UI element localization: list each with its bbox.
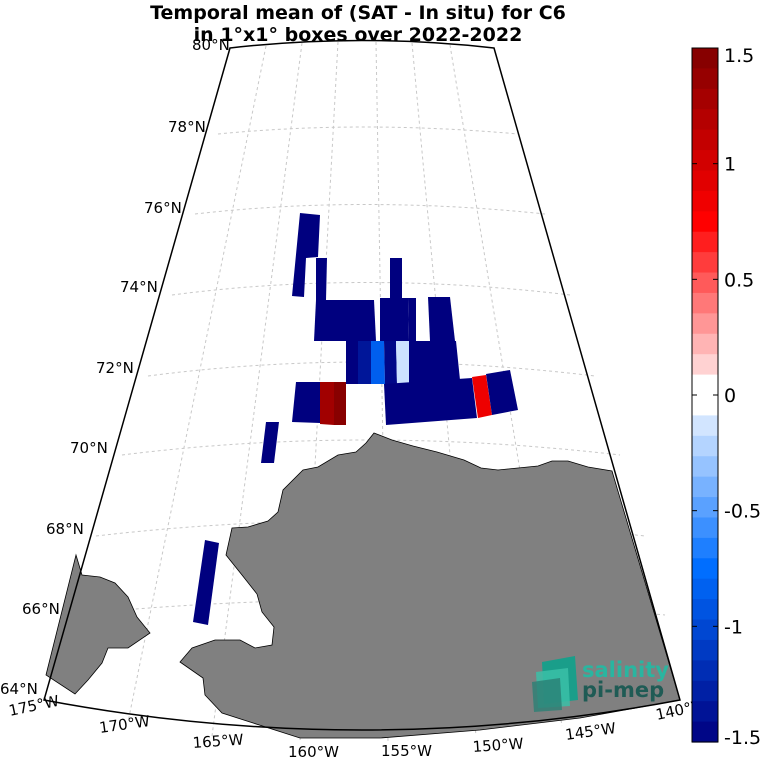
logo-emblem-icon bbox=[532, 656, 578, 712]
colorbar-segment bbox=[692, 170, 718, 192]
lon-label-155: 155°W bbox=[381, 742, 432, 760]
data-cell bbox=[390, 258, 402, 300]
colorbar-ticks: 1.5 1 0.5 0 -0.5 -1 -1.5 bbox=[692, 45, 761, 749]
data-cell bbox=[316, 258, 327, 300]
colorbar-segment bbox=[692, 680, 718, 702]
colorbar-segment bbox=[692, 88, 718, 110]
colorbar-segment bbox=[692, 292, 718, 314]
colorbar-tick-label: 1.5 bbox=[724, 45, 754, 67]
colorbar-segment bbox=[692, 48, 718, 70]
colorbar-segment bbox=[692, 456, 718, 478]
colorbar-segment bbox=[692, 415, 718, 437]
colorbar-segment bbox=[692, 619, 718, 641]
colorbar-segment bbox=[692, 272, 718, 294]
colorbar-segment bbox=[692, 211, 718, 233]
data-cell bbox=[314, 300, 376, 341]
colorbar-segment bbox=[692, 660, 718, 682]
colorbar-segment bbox=[692, 109, 718, 131]
data-cell bbox=[384, 341, 397, 384]
land-chukotka bbox=[45, 553, 151, 695]
logo-line1: salinity bbox=[582, 658, 669, 682]
lat-label-66: 66°N bbox=[22, 600, 60, 618]
map-outline bbox=[43, 39, 681, 731]
colorbar-segment bbox=[692, 435, 718, 457]
lon-label-145: 145°W bbox=[564, 719, 617, 744]
data-cell bbox=[371, 341, 385, 384]
colorbar-segment bbox=[692, 395, 718, 417]
data-cells bbox=[193, 213, 518, 625]
logo-line2: pi-mep bbox=[582, 678, 664, 702]
lat-label-70: 70°N bbox=[70, 439, 108, 457]
map-area bbox=[43, 39, 681, 743]
lat-label-68: 68°N bbox=[46, 520, 84, 538]
colorbar-segments bbox=[692, 48, 718, 743]
colorbar-segment bbox=[692, 129, 718, 151]
colorbar-segment bbox=[692, 190, 718, 212]
data-cell bbox=[428, 297, 455, 341]
data-cell bbox=[292, 213, 320, 297]
colorbar-segment bbox=[692, 68, 718, 90]
data-cell bbox=[358, 341, 371, 384]
lat-label-72: 72°N bbox=[96, 359, 134, 377]
data-cell bbox=[486, 370, 518, 415]
colorbar-segment bbox=[692, 701, 718, 723]
lon-label-170: 170°W bbox=[98, 712, 151, 737]
data-cell bbox=[396, 341, 409, 384]
colorbar-tick-label: 0 bbox=[724, 385, 736, 407]
data-cell bbox=[380, 298, 409, 341]
colorbar-segment bbox=[692, 354, 718, 376]
colorbar-segment bbox=[692, 517, 718, 539]
data-cell bbox=[384, 378, 477, 425]
data-cell bbox=[292, 382, 320, 423]
colorbar-segment bbox=[692, 721, 718, 743]
colorbar-segment bbox=[692, 476, 718, 498]
colorbar-tick-label: 0.5 bbox=[724, 269, 754, 291]
map-title-line1: Temporal mean of (SAT - In situ) for C6 bbox=[150, 2, 566, 24]
lon-label-160: 160°W bbox=[288, 743, 339, 760]
colorbar-segment bbox=[692, 537, 718, 559]
latitude-labels: 80°N 78°N 76°N 74°N 72°N 70°N 68°N 66°N … bbox=[0, 36, 230, 698]
map-title-line2: in 1°x1° boxes over 2022-2022 bbox=[194, 24, 523, 46]
colorbar-segment bbox=[692, 333, 718, 355]
colorbar-tick-label: -0.5 bbox=[724, 501, 761, 523]
lat-label-76: 76°N bbox=[144, 199, 182, 217]
lat-label-74: 74°N bbox=[120, 278, 158, 296]
colorbar-segment bbox=[692, 599, 718, 621]
colorbar-tick-label: -1 bbox=[724, 616, 743, 638]
lat-label-80: 80°N bbox=[192, 36, 230, 54]
colorbar-segment bbox=[692, 639, 718, 661]
colorbar-segment bbox=[692, 313, 718, 335]
lat-label-78: 78°N bbox=[168, 118, 206, 136]
data-cell bbox=[320, 382, 334, 425]
colorbar-segment bbox=[692, 374, 718, 396]
colorbar: 1.5 1 0.5 0 -0.5 -1 -1.5 bbox=[691, 45, 761, 749]
data-cell bbox=[409, 341, 460, 384]
data-cell bbox=[408, 298, 416, 341]
lon-label-165: 165°W bbox=[192, 730, 244, 752]
data-cell bbox=[346, 341, 358, 384]
lat-label-64: 64°N bbox=[0, 680, 38, 698]
lon-label-150: 150°W bbox=[472, 734, 524, 756]
data-cell bbox=[193, 540, 219, 625]
colorbar-tick-label: 1 bbox=[724, 154, 736, 176]
salinity-pimep-logo: salinity pi-mep bbox=[532, 656, 669, 712]
colorbar-segment bbox=[692, 578, 718, 600]
data-cell bbox=[472, 375, 492, 418]
data-cell bbox=[334, 382, 346, 425]
colorbar-segment bbox=[692, 231, 718, 253]
colorbar-segment bbox=[692, 150, 718, 172]
data-cell bbox=[261, 422, 279, 463]
colorbar-segment bbox=[692, 252, 718, 274]
colorbar-tick-label: -1.5 bbox=[724, 727, 761, 749]
colorbar-segment bbox=[692, 558, 718, 580]
colorbar-segment bbox=[692, 497, 718, 519]
